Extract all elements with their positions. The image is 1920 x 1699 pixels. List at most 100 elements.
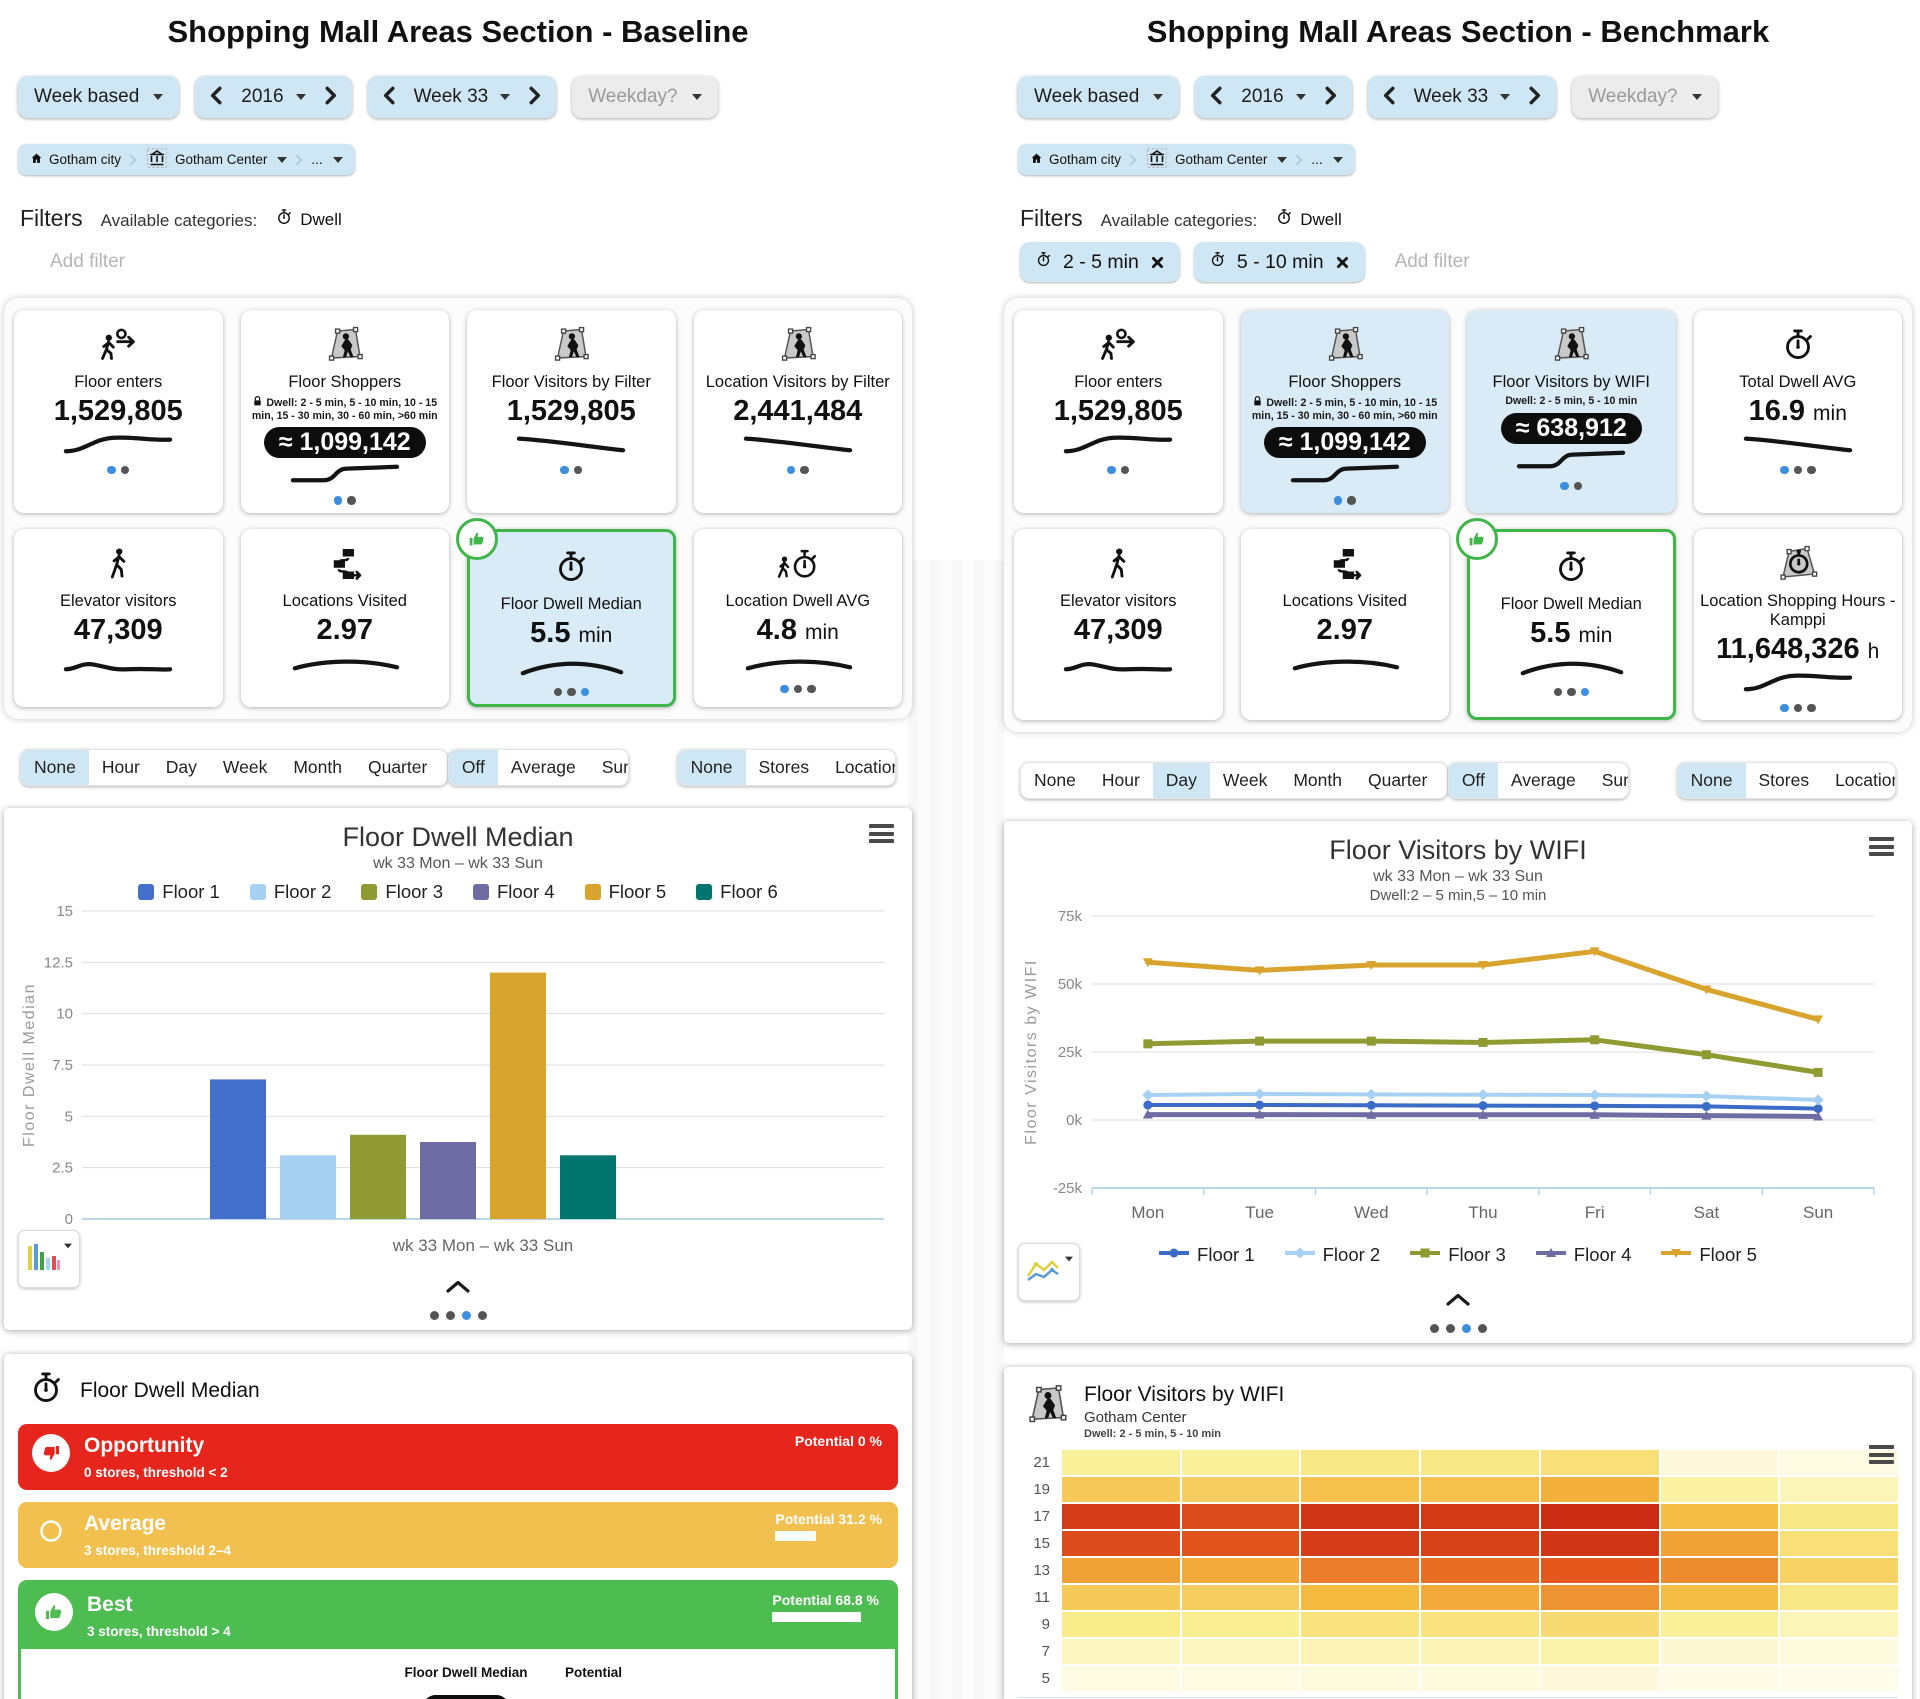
category-dwell[interactable]: Dwell (275, 208, 342, 231)
segment-none[interactable]: None (1677, 763, 1746, 799)
breadcrumb-more[interactable]: ... (1311, 152, 1343, 167)
chart-menu-icon[interactable] (869, 824, 894, 844)
year-select[interactable]: 2016 (1233, 86, 1313, 108)
kpi-card-floor-visitors-by-filter[interactable]: Floor Visitors by Filter 1,529,805 (467, 310, 676, 513)
legend-item-floor-3[interactable]: Floor 3 (1410, 1244, 1506, 1266)
mode-select[interactable]: Week based (18, 76, 180, 118)
card-page-dots[interactable] (1553, 687, 1589, 697)
segment-week[interactable]: Week (1222, 770, 1268, 791)
kpi-card-location-shopping-hours-kamppi[interactable]: Location Shopping Hours - Kamppi 11,648,3… (1693, 528, 1902, 721)
band-best[interactable]: Best 3 stores, threshold > 4 Potential 68.… (21, 1583, 895, 1650)
card-page-dots[interactable] (1780, 703, 1816, 713)
weekday-select[interactable]: Weekday? (572, 76, 718, 118)
kpi-card-floor-dwell-median[interactable]: Floor Dwell Median 5.5 min (456, 517, 676, 708)
segment-sum[interactable]: Sum (601, 757, 628, 778)
segment-week[interactable]: Week (222, 757, 268, 778)
remove-filter-icon[interactable] (1150, 255, 1165, 270)
segment-sum[interactable]: Sum (1601, 770, 1628, 791)
card-page-dots[interactable] (1560, 481, 1583, 491)
chart-menu-icon[interactable] (1869, 1445, 1894, 1465)
segment-hour[interactable]: Hour (1101, 770, 1140, 791)
breadcrumb-home[interactable]: Gotham city (1030, 152, 1121, 168)
segment-none[interactable]: None (21, 750, 89, 786)
band-average[interactable]: Average 3 stores, threshold 2–4 Potential … (18, 1502, 898, 1569)
breadcrumb-center[interactable]: Gotham Center (145, 146, 288, 173)
segment-average[interactable]: Average (1510, 770, 1576, 791)
segment-year[interactable]: Year (1440, 763, 1447, 798)
kpi-card-floor-dwell-median[interactable]: Floor Dwell Median 5.5 min (1456, 517, 1676, 721)
week-select[interactable]: Week 33 (1406, 86, 1519, 108)
kpi-card-floor-enters[interactable]: Floor enters 1,529,805 (14, 310, 223, 513)
table-row-floor-5[interactable]: Floor 5≈ 12 min (45, 1686, 871, 1699)
chart-type-select[interactable] (1018, 1243, 1080, 1302)
legend-item-floor-5[interactable]: Floor 5 (1661, 1244, 1757, 1266)
category-dwell[interactable]: Dwell (1275, 208, 1342, 231)
card-page-dots[interactable] (1780, 465, 1816, 475)
breadcrumb-home[interactable]: Gotham city (30, 152, 121, 168)
kpi-card-locations-visited[interactable]: Locations Visited 2.97 (240, 528, 449, 708)
segment-locations[interactable]: Locations (835, 757, 895, 778)
segment-average[interactable]: Average (510, 757, 576, 778)
legend-item-floor-1[interactable]: Floor 1 (1159, 1244, 1255, 1266)
filter-chip-2-5-min[interactable]: 2 - 5 min (1020, 242, 1180, 282)
card-page-dots[interactable] (333, 496, 356, 505)
add-filter-button[interactable]: Add filter (1378, 244, 1486, 280)
legend-item-floor-5[interactable]: Floor 5 (584, 881, 666, 903)
weekday-select[interactable]: Weekday? (1572, 76, 1718, 118)
segment-hour[interactable]: Hour (101, 757, 140, 778)
kpi-card-floor-shoppers[interactable]: Floor Shoppers Dwell: 2 - 5 min, 5 - 10 … (240, 310, 449, 513)
segment-stores[interactable]: Stores (1758, 770, 1810, 791)
remove-filter-icon[interactable] (1335, 255, 1350, 270)
kpi-card-locations-visited[interactable]: Locations Visited 2.97 (1240, 528, 1449, 721)
legend-item-floor-3[interactable]: Floor 3 (361, 881, 443, 903)
filter-chip-5-10-min[interactable]: 5 - 10 min (1193, 242, 1365, 282)
segment-stores[interactable]: Stores (758, 757, 810, 778)
segment-month[interactable]: Month (293, 757, 342, 778)
week-select[interactable]: Week 33 (406, 86, 519, 108)
band-opportunity[interactable]: Opportunity 0 stores, threshold < 2 Potent… (18, 1424, 898, 1491)
legend-item-floor-2[interactable]: Floor 2 (249, 881, 331, 903)
collapse-chevron[interactable] (1004, 1293, 1912, 1311)
year-select[interactable]: 2016 (233, 86, 313, 108)
add-filter-button[interactable]: Add filter (34, 244, 141, 280)
legend-item-floor-4[interactable]: Floor 4 (473, 881, 555, 903)
kpi-card-location-dwell-avg[interactable]: Location Dwell AVG 4.8 min (693, 528, 902, 708)
kpi-card-floor-enters[interactable]: Floor enters 1,529,805 (1014, 310, 1223, 513)
segment-year[interactable]: Year (440, 750, 447, 785)
kpi-card-elevator-visitors[interactable]: Elevator visitors 47,309 (14, 528, 223, 708)
segment-none[interactable]: None (677, 750, 746, 786)
card-page-dots[interactable] (780, 684, 816, 694)
legend-item-floor-2[interactable]: Floor 2 (1284, 1244, 1380, 1266)
kpi-card-location-visitors-by-filter[interactable]: Location Visitors by Filter 2,441,484 (693, 310, 902, 513)
segment-locations[interactable]: Locations (1835, 770, 1895, 791)
mode-select[interactable]: Week based (1018, 76, 1180, 118)
chart-page-dots[interactable] (4, 1311, 912, 1321)
card-page-dots[interactable] (1333, 496, 1356, 505)
breadcrumb-center[interactable]: Gotham Center (1145, 146, 1288, 173)
segment-quarter[interactable]: Quarter (367, 757, 428, 778)
segment-day[interactable]: Day (1152, 763, 1210, 799)
chart-menu-icon[interactable] (1869, 837, 1894, 857)
collapse-chevron[interactable] (4, 1280, 912, 1298)
segment-none[interactable]: None (1034, 770, 1076, 791)
card-page-dots[interactable] (786, 465, 809, 475)
card-page-dots[interactable] (560, 465, 583, 475)
kpi-card-elevator-visitors[interactable]: Elevator visitors 47,309 (1014, 528, 1223, 721)
segment-quarter[interactable]: Quarter (1367, 770, 1428, 791)
legend-item-floor-4[interactable]: Floor 4 (1535, 1244, 1631, 1266)
next-year-button[interactable] (1314, 76, 1348, 118)
breadcrumb-more[interactable]: ... (311, 152, 343, 167)
legend-item-floor-6[interactable]: Floor 6 (696, 881, 778, 903)
chart-page-dots[interactable] (1004, 1324, 1912, 1334)
prev-week-button[interactable] (1372, 76, 1406, 118)
next-week-button[interactable] (518, 76, 552, 118)
next-week-button[interactable] (1518, 76, 1552, 118)
segment-day[interactable]: Day (165, 757, 197, 778)
kpi-card-floor-shoppers[interactable]: Floor Shoppers Dwell: 2 - 5 min, 5 - 10 … (1240, 310, 1449, 513)
prev-week-button[interactable] (372, 76, 406, 118)
kpi-card-total-dwell-avg[interactable]: Total Dwell AVG 16.9 min (1693, 310, 1902, 513)
next-year-button[interactable] (314, 76, 348, 118)
chart-type-select[interactable] (18, 1230, 80, 1289)
legend-item-floor-1[interactable]: Floor 1 (138, 881, 220, 903)
card-page-dots[interactable] (553, 687, 589, 697)
